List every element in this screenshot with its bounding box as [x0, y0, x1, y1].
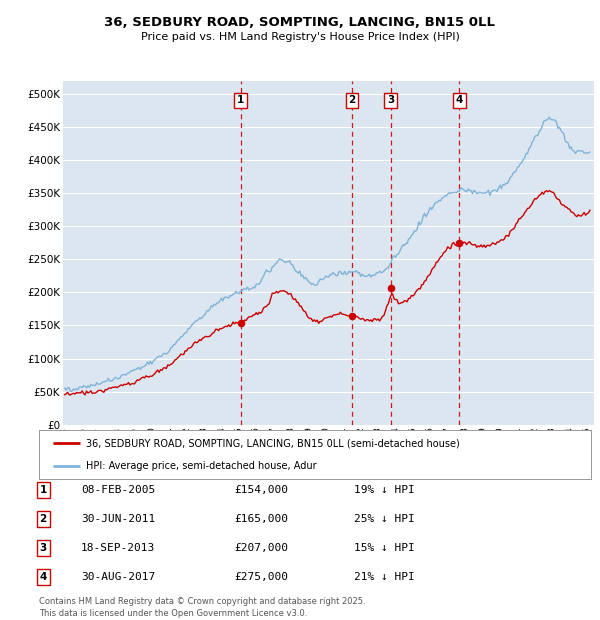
Point — [455, 237, 464, 247]
Text: £275,000: £275,000 — [234, 572, 288, 582]
Text: 15% ↓ HPI: 15% ↓ HPI — [354, 543, 415, 553]
Text: 3: 3 — [387, 95, 394, 105]
Text: 30-JUN-2011: 30-JUN-2011 — [81, 514, 155, 524]
Text: 18-SEP-2013: 18-SEP-2013 — [81, 543, 155, 553]
Text: 3: 3 — [40, 543, 47, 553]
Text: 08-FEB-2005: 08-FEB-2005 — [81, 485, 155, 495]
Text: 4: 4 — [40, 572, 47, 582]
Text: Price paid vs. HM Land Registry's House Price Index (HPI): Price paid vs. HM Land Registry's House … — [140, 32, 460, 42]
Point — [347, 311, 357, 321]
Text: 21% ↓ HPI: 21% ↓ HPI — [354, 572, 415, 582]
Text: 25% ↓ HPI: 25% ↓ HPI — [354, 514, 415, 524]
Text: £165,000: £165,000 — [234, 514, 288, 524]
Point — [236, 318, 245, 328]
Text: 2: 2 — [40, 514, 47, 524]
Text: £207,000: £207,000 — [234, 543, 288, 553]
Text: HPI: Average price, semi-detached house, Adur: HPI: Average price, semi-detached house,… — [86, 461, 317, 471]
Text: 30-AUG-2017: 30-AUG-2017 — [81, 572, 155, 582]
Point — [386, 283, 395, 293]
Text: 2: 2 — [349, 95, 356, 105]
Text: 4: 4 — [455, 95, 463, 105]
Text: 36, SEDBURY ROAD, SOMPTING, LANCING, BN15 0LL (semi-detached house): 36, SEDBURY ROAD, SOMPTING, LANCING, BN1… — [86, 438, 460, 448]
Text: 1: 1 — [40, 485, 47, 495]
Text: 19% ↓ HPI: 19% ↓ HPI — [354, 485, 415, 495]
Text: Contains HM Land Registry data © Crown copyright and database right 2025.
This d: Contains HM Land Registry data © Crown c… — [39, 597, 365, 618]
Text: 1: 1 — [237, 95, 244, 105]
Text: £154,000: £154,000 — [234, 485, 288, 495]
Text: 36, SEDBURY ROAD, SOMPTING, LANCING, BN15 0LL: 36, SEDBURY ROAD, SOMPTING, LANCING, BN1… — [104, 16, 496, 29]
